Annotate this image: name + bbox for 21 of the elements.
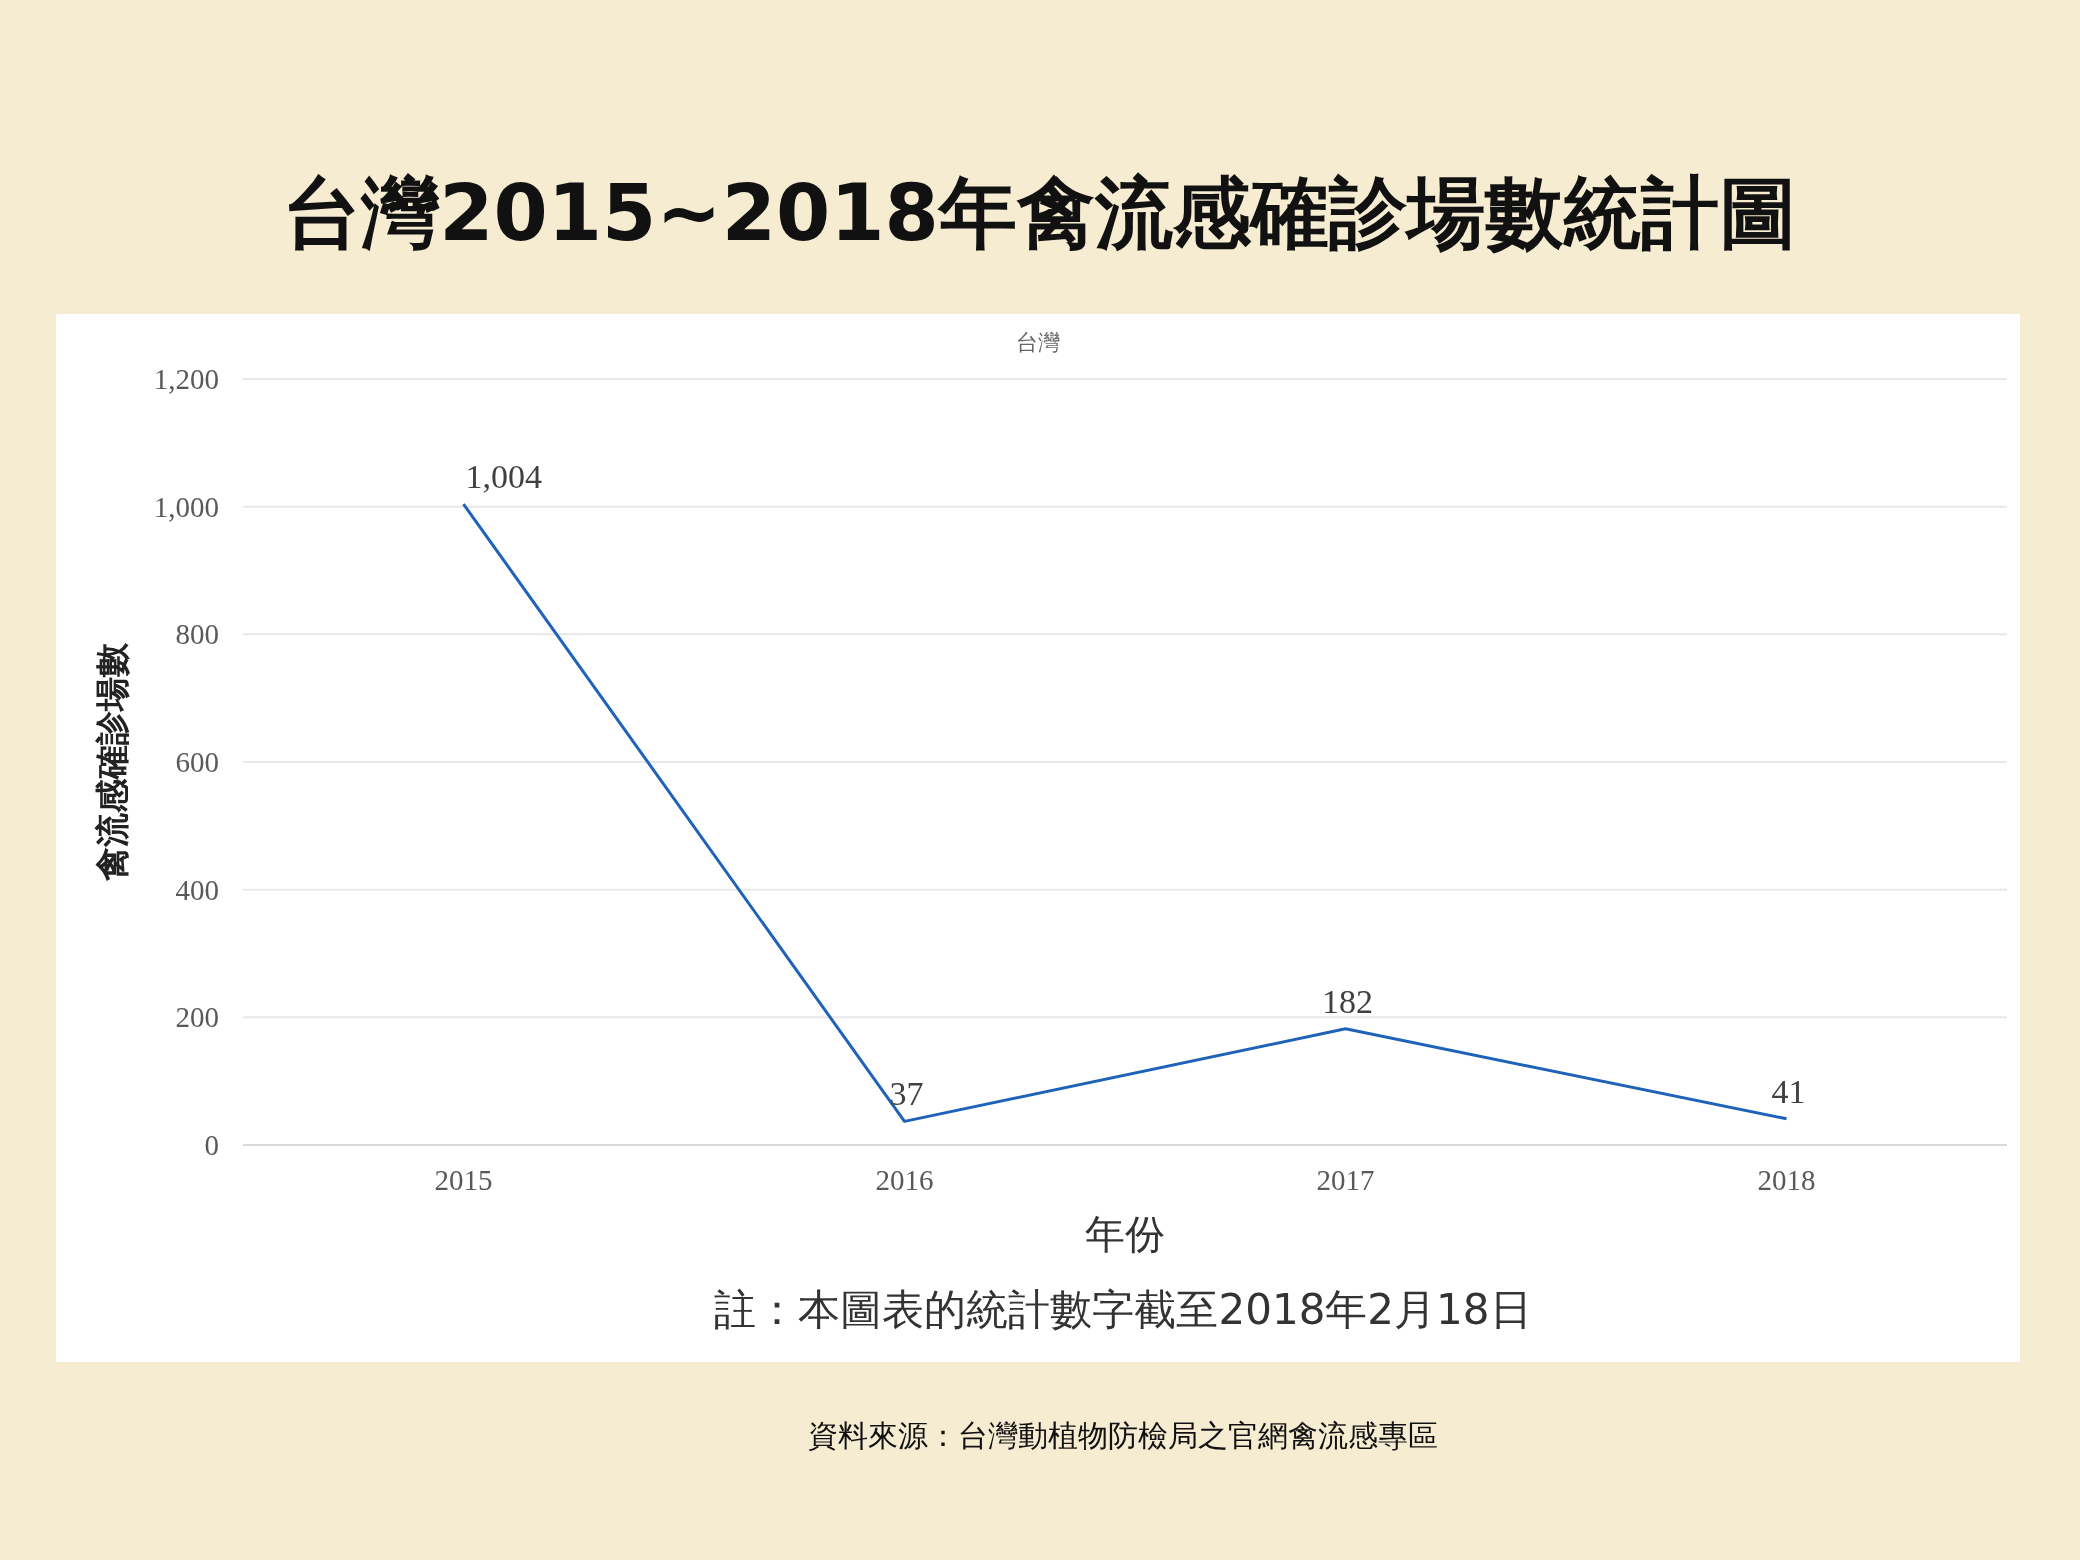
y-axis-title: 禽流感確診場數 — [92, 642, 132, 882]
chart-title: 台灣2015~2018年禽流感確診場數統計圖 — [283, 168, 1797, 258]
x-tick-label: 2016 — [875, 1164, 934, 1196]
y-tick-label: 400 — [175, 873, 219, 906]
y-tick-label: 1,200 — [153, 363, 219, 395]
data-label: 1,004 — [465, 458, 542, 496]
data-label: 37 — [889, 1075, 924, 1113]
x-tick-label: 2017 — [1316, 1164, 1375, 1196]
text: 註：本圖表的統計數字截至2018年2月18日 — [714, 1285, 1532, 1334]
y-tick-label: 1,000 — [153, 490, 219, 523]
y-tick-label: 600 — [175, 746, 219, 778]
x-tick-label: 2018 — [1757, 1164, 1816, 1196]
source-note: 資料來源：台灣動植物防檢局之官網禽流感專區 — [808, 1418, 1438, 1453]
y-tick-label: 200 — [175, 1001, 219, 1034]
x-tick-label: 2015 — [434, 1164, 493, 1196]
y-tick-label: 0 — [204, 1129, 219, 1161]
data-label: 182 — [1322, 982, 1373, 1020]
y-tick-label: 800 — [175, 618, 219, 651]
x-axis-title: 年份 — [1085, 1211, 1165, 1257]
data-label: 41 — [1771, 1072, 1806, 1110]
chart-subtitle: 台灣 — [1016, 330, 1060, 355]
